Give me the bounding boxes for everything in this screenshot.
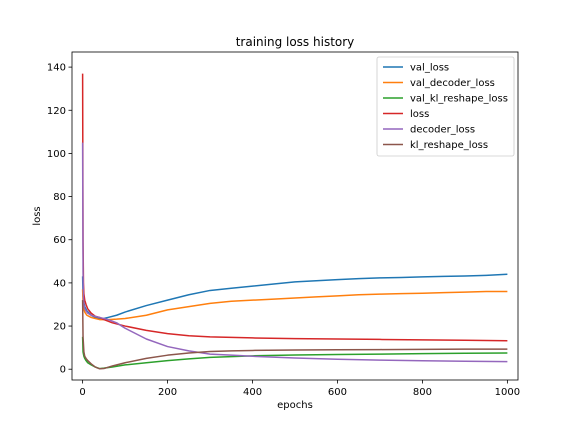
y-tick-label: 40 [53, 278, 66, 289]
y-tick-label: 0 [60, 365, 66, 376]
chart-title: training loss history [236, 35, 355, 49]
legend-label-val_decoder_loss: val_decoder_loss [410, 78, 495, 89]
legend-label-val_kl_reshape_loss: val_kl_reshape_loss [410, 94, 508, 105]
x-tick-label: 600 [328, 387, 347, 398]
y-tick-label: 80 [53, 192, 66, 203]
series-line-val_loss [83, 274, 508, 318]
legend-label-val_loss: val_loss [410, 63, 449, 74]
y-tick-label: 100 [47, 149, 66, 160]
y-tick-label: 60 [53, 235, 66, 246]
legend-label-kl_reshape_loss: kl_reshape_loss [410, 140, 488, 151]
legend: val_loss val_decoder_loss val_kl_reshape_l… [377, 57, 514, 156]
y-tick-label: 140 [47, 63, 66, 74]
series-line-val_kl_reshape_loss [83, 337, 508, 369]
y-tick-label: 20 [53, 322, 66, 333]
x-axis-title: epochs [277, 400, 313, 411]
x-axis: 0 200 400 600 800 1000 [79, 380, 520, 398]
y-tick-label: 120 [47, 106, 66, 117]
series-line-val_decoder_loss [83, 289, 508, 319]
x-tick-label: 400 [243, 387, 262, 398]
legend-label-decoder_loss: decoder_loss [410, 125, 475, 136]
x-tick-label: 800 [413, 387, 432, 398]
series-line-decoder_loss [83, 143, 508, 362]
legend-label-loss: loss [410, 109, 429, 120]
y-axis-title: loss [32, 206, 43, 225]
x-tick-label: 0 [79, 387, 85, 398]
x-tick-label: 1000 [495, 387, 520, 398]
x-tick-label: 200 [158, 387, 177, 398]
y-axis: 0 20 40 60 80 100 120 140 [47, 63, 72, 376]
